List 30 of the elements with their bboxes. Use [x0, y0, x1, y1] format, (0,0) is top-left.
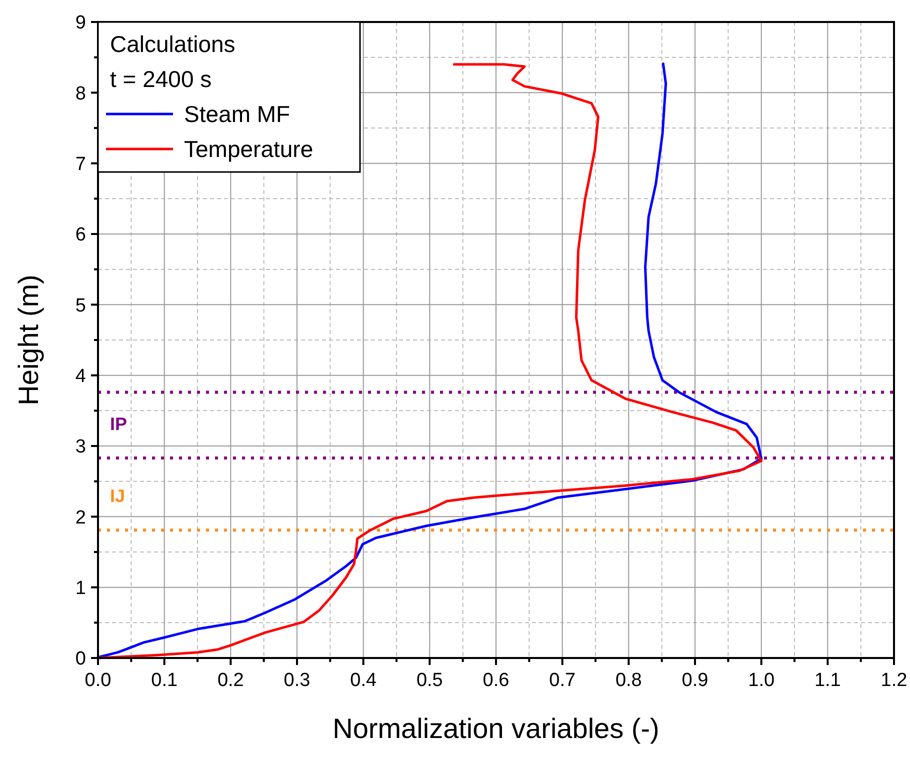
y-tick-label: 9 [75, 12, 86, 34]
x-tick-label: 0.9 [682, 670, 708, 691]
y-tick-label: 8 [75, 83, 86, 104]
x-tick-label: 0.8 [615, 670, 642, 691]
ref-line-label: IJ [110, 486, 126, 506]
y-tick-label: 6 [75, 224, 86, 246]
y-tick-label: 7 [75, 154, 86, 175]
x-axis-title: Normalization variables (-) [332, 713, 660, 744]
x-tick-label: 0.6 [482, 670, 510, 691]
y-axis-title: Height (m) [13, 274, 44, 406]
x-tick-label: 0.5 [416, 670, 443, 691]
y-tick-label: 4 [75, 366, 86, 387]
x-tick-label: 0.0 [84, 670, 112, 691]
y-tick-label: 5 [75, 295, 86, 316]
y-tick-label: 1 [75, 578, 86, 599]
y-tick-label: 2 [75, 507, 86, 528]
x-tick-label: 0.4 [350, 670, 377, 691]
y-tick-label: 0 [75, 648, 86, 670]
x-tick-label: 0.7 [549, 670, 576, 691]
x-tick-label: 0.2 [217, 670, 244, 691]
x-tick-label: 0.1 [151, 670, 178, 691]
x-tick-label: 0.3 [284, 670, 310, 691]
y-tick-label: 3 [75, 436, 86, 458]
x-tick-label: 1.1 [814, 670, 841, 691]
legend-title: Calculations t = 2400 s [110, 31, 236, 92]
legend-label: Steam MF [184, 101, 290, 128]
x-tick-label: 1.2 [880, 670, 908, 691]
legend-label: Temperature [184, 136, 314, 162]
ref-line-label: IP [110, 414, 128, 434]
x-tick-label: 1.0 [748, 670, 775, 691]
